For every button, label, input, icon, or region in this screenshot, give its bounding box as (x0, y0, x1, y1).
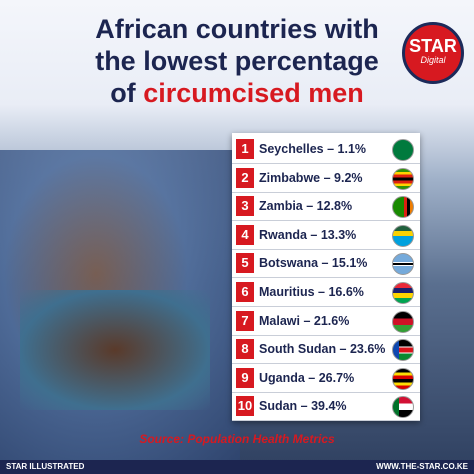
list-row: 1 Seychelles – 1.1% (232, 135, 420, 164)
country-label: Zimbabwe – 9.2% (259, 170, 363, 185)
country-label: Botswana – 15.1% (259, 256, 368, 271)
footer: STAR ILLUSTRATED WWW.THE-STAR.CO.KE (0, 460, 474, 474)
country-label: South Sudan – 23.6% (259, 342, 386, 357)
rank-badge: 10 (236, 396, 254, 417)
list-row: 2 Zimbabwe – 9.2% (232, 164, 420, 193)
list-row: 8 South Sudan – 23.6% (232, 335, 420, 365)
list-row: 7 Malawi – 21.6% (232, 307, 420, 336)
list-row: 6 Mauritius – 16.6% (232, 278, 420, 307)
title-line: the lowest percentage (95, 46, 379, 76)
country-label: Seychelles – 1.1% (259, 142, 367, 156)
country-label: Sudan – 39.4% (259, 399, 347, 414)
ranking-panel: 1 Seychelles – 1.1% 2 Zimbabwe – 9.2% 3 Zambi… (232, 133, 420, 422)
rank-badge: 4 (236, 224, 254, 245)
title-line: African countries with (95, 14, 379, 44)
title-highlight: circumcised men (143, 78, 364, 108)
country-label: Mauritius – 16.6% (259, 285, 364, 299)
flag-icon (392, 139, 414, 161)
logo-sub: Digital (420, 55, 446, 65)
source: Source: Population Health Metrics (139, 432, 335, 446)
rank-badge: 5 (236, 253, 254, 274)
flag-icon (392, 224, 414, 247)
footer-right: WWW.THE-STAR.CO.KE (376, 462, 468, 471)
flag-icon (392, 196, 414, 219)
rank-badge: 3 (236, 196, 254, 217)
flag-icon (392, 253, 414, 276)
flag-icon (392, 367, 414, 390)
country-label: Rwanda – 13.3% (259, 227, 357, 242)
list-row: 4 Rwanda – 13.3% (232, 221, 420, 250)
rank-badge: 6 (236, 282, 254, 302)
rank-badge: 1 (236, 139, 254, 159)
list-row: 3 Zambia – 12.8% (232, 192, 420, 222)
background-photo-area (20, 290, 210, 410)
country-label: Uganda – 26.7% (259, 370, 355, 385)
list-row: 10 Sudan – 39.4% (232, 392, 420, 422)
list-row: 5 Botswana – 15.1% (232, 249, 420, 279)
country-label: Zambia – 12.8% (259, 199, 353, 214)
rank-badge: 2 (236, 167, 254, 188)
flag-icon (392, 339, 414, 362)
title-text: of (110, 78, 136, 108)
flag-icon (392, 282, 414, 304)
logo-name: STAR (409, 36, 457, 56)
country-label: Malawi – 21.6% (259, 313, 350, 328)
flag-icon (392, 396, 414, 419)
footer-left: STAR ILLUSTRATED (6, 462, 85, 471)
logo: STAR Digital (402, 22, 464, 84)
rank-badge: 9 (236, 367, 254, 388)
title-line: of circumcised men (0, 78, 474, 108)
flag-icon (392, 167, 414, 190)
flag-icon (392, 310, 414, 333)
rank-badge: 8 (236, 339, 254, 360)
rank-badge: 7 (236, 310, 254, 331)
list-row: 9 Uganda – 26.7% (232, 364, 420, 393)
